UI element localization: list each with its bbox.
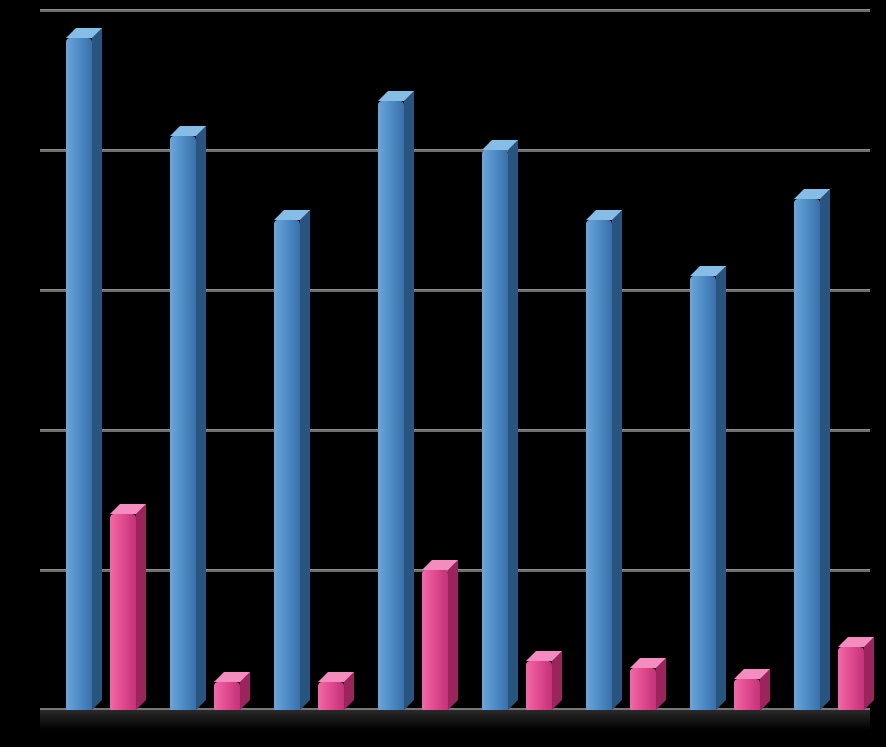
chart-floor	[40, 708, 870, 730]
bar	[110, 514, 136, 710]
bar	[526, 661, 552, 710]
bar	[318, 682, 344, 710]
bars-layer	[40, 10, 870, 710]
bar	[690, 276, 716, 710]
bar	[734, 679, 760, 711]
bar	[586, 220, 612, 710]
plot-area	[40, 10, 870, 710]
chart-stage: { "chart": { "type": "bar", "background_…	[0, 0, 886, 747]
bar	[274, 220, 300, 710]
bar	[422, 570, 448, 710]
bar	[170, 136, 196, 710]
bar	[482, 150, 508, 710]
bar	[630, 668, 656, 710]
bar	[838, 647, 864, 710]
bar	[794, 199, 820, 710]
bar	[214, 682, 240, 710]
bar	[66, 38, 92, 710]
bar	[378, 101, 404, 710]
